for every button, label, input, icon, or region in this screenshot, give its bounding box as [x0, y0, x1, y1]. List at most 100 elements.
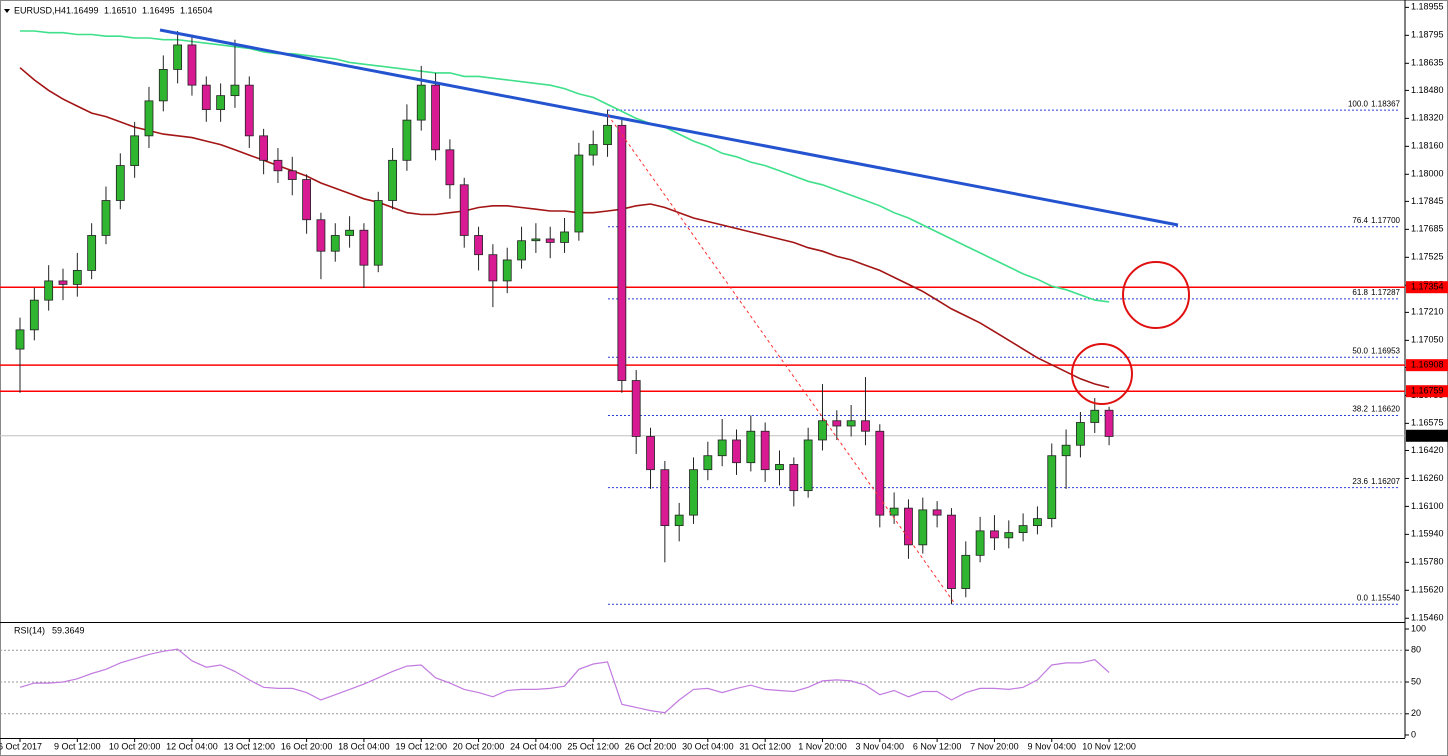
candle-body: [889, 507, 899, 516]
y-tick-label: 1.18320: [1411, 113, 1444, 123]
candle-body: [732, 439, 741, 464]
level-label: 1.17354: [1411, 282, 1444, 292]
x-tick-label: 6 Oct 2017: [0, 741, 42, 751]
y-tick-label: 1.16100: [1411, 501, 1444, 511]
fib-diagonal: [607, 114, 956, 605]
candle-body: [674, 514, 684, 527]
candle-body: [775, 464, 784, 471]
candle-body: [932, 509, 942, 516]
candle-body: [904, 507, 913, 546]
level-tag: [1406, 385, 1448, 398]
candle-body: [1018, 525, 1028, 534]
last-price-label: 1.16504: [1411, 430, 1444, 440]
y-tick-label: 1.16420: [1411, 445, 1444, 455]
x-tick-label: 10 Oct 20:00: [109, 741, 161, 751]
fib-price: 1.17700: [1371, 216, 1400, 225]
candle-body: [646, 436, 655, 471]
x-tick-label: 16 Oct 20:00: [281, 741, 333, 751]
candle-body: [703, 455, 713, 471]
candle-body: [961, 554, 971, 589]
candle-body: [101, 200, 111, 236]
y-tick-label: 1.18000: [1411, 169, 1444, 179]
x-tick-label: 13 Oct 12:00: [224, 741, 276, 751]
y-tick-label: 1.17210: [1411, 307, 1444, 317]
x-tick-label: 24 Oct 04:00: [510, 741, 562, 751]
candle-body: [316, 219, 326, 252]
candle-body: [445, 149, 455, 186]
candle-body: [560, 231, 569, 243]
y-tick-label: 1.16575: [1411, 418, 1444, 428]
y-tick-label: 1.15940: [1411, 529, 1444, 539]
candle-body: [87, 235, 97, 271]
candle-body: [1061, 444, 1071, 457]
candle-body: [803, 439, 813, 492]
fib-level-label: 100.0: [1348, 99, 1369, 108]
fib-price: 1.16207: [1371, 477, 1400, 486]
rsi-title: RSI(14): [14, 625, 45, 635]
y-tick-label: 1.18160: [1411, 141, 1444, 151]
fib-price: 1.16620: [1371, 405, 1400, 414]
header-value: 1.16499: [66, 5, 99, 15]
candle-body: [760, 430, 770, 471]
x-tick-label: 20 Oct 20:00: [453, 741, 505, 751]
y-tick-label: 20: [1411, 708, 1421, 718]
candle-body: [488, 254, 498, 282]
x-tick-label: 19 Oct 12:00: [395, 741, 447, 751]
x-tick-label: 1 Nov 20:00: [798, 741, 847, 751]
x-tick-label: 9 Nov 04:00: [1027, 741, 1076, 751]
candle-body: [72, 270, 82, 285]
candle-body: [746, 430, 756, 464]
candle-body: [617, 124, 627, 381]
candle-body: [502, 259, 512, 282]
rsi-value: 59.3649: [52, 625, 85, 635]
candle-body: [115, 165, 125, 201]
fib-level-label: 76.4: [1352, 216, 1368, 225]
rsi-line: [19, 648, 1110, 714]
candle-body: [29, 299, 39, 331]
candle-body: [158, 69, 168, 102]
x-tick-label: 10 Nov 12:00: [1082, 741, 1136, 751]
x-tick-label: 7 Nov 20:00: [970, 741, 1019, 751]
candle-body: [918, 509, 928, 546]
candle-body: [545, 238, 555, 243]
x-tick-label: 12 Oct 04:00: [166, 741, 218, 751]
candle-body: [875, 430, 885, 516]
candle-body: [431, 84, 440, 151]
candle-body: [244, 84, 254, 137]
highlight-circle: [1071, 343, 1133, 405]
level-label: 1.16908: [1411, 360, 1444, 370]
candle-body: [660, 469, 670, 527]
y-tick-label: 1.17050: [1411, 335, 1444, 345]
fib-price: 1.18367: [1371, 99, 1400, 108]
header-value: 1.16510: [104, 5, 137, 15]
candle-body: [861, 420, 870, 432]
y-tick-label: 1.18635: [1411, 58, 1444, 68]
menu-arrow: [4, 9, 10, 13]
candle-body: [947, 514, 956, 589]
x-tick-label: 26 Oct 20:00: [625, 741, 677, 751]
y-tick-label: 1.18955: [1411, 2, 1444, 12]
candle-body: [517, 240, 526, 261]
candle-body: [1090, 409, 1100, 423]
candle-body: [130, 135, 140, 166]
header-value: 1.16504: [180, 5, 213, 15]
candle-body: [574, 154, 584, 233]
candle-body: [402, 119, 412, 161]
candle-body: [44, 280, 54, 301]
candle-body: [459, 184, 469, 236]
candle-body: [173, 44, 183, 70]
candle-body: [1076, 422, 1085, 446]
candle-body: [373, 200, 383, 266]
last-price-tag: [1406, 429, 1448, 442]
x-tick-label: 6 Nov 12:00: [913, 741, 962, 751]
y-tick-label: 1.15780: [1411, 557, 1444, 567]
y-tick-label: 1.18480: [1411, 85, 1444, 95]
y-tick-label: 80: [1411, 645, 1421, 655]
chart-title: EURUSD,H4: [14, 5, 66, 15]
x-tick-label: 25 Oct 12:00: [567, 741, 619, 751]
candle-body: [832, 420, 842, 427]
candle-body: [302, 179, 312, 221]
